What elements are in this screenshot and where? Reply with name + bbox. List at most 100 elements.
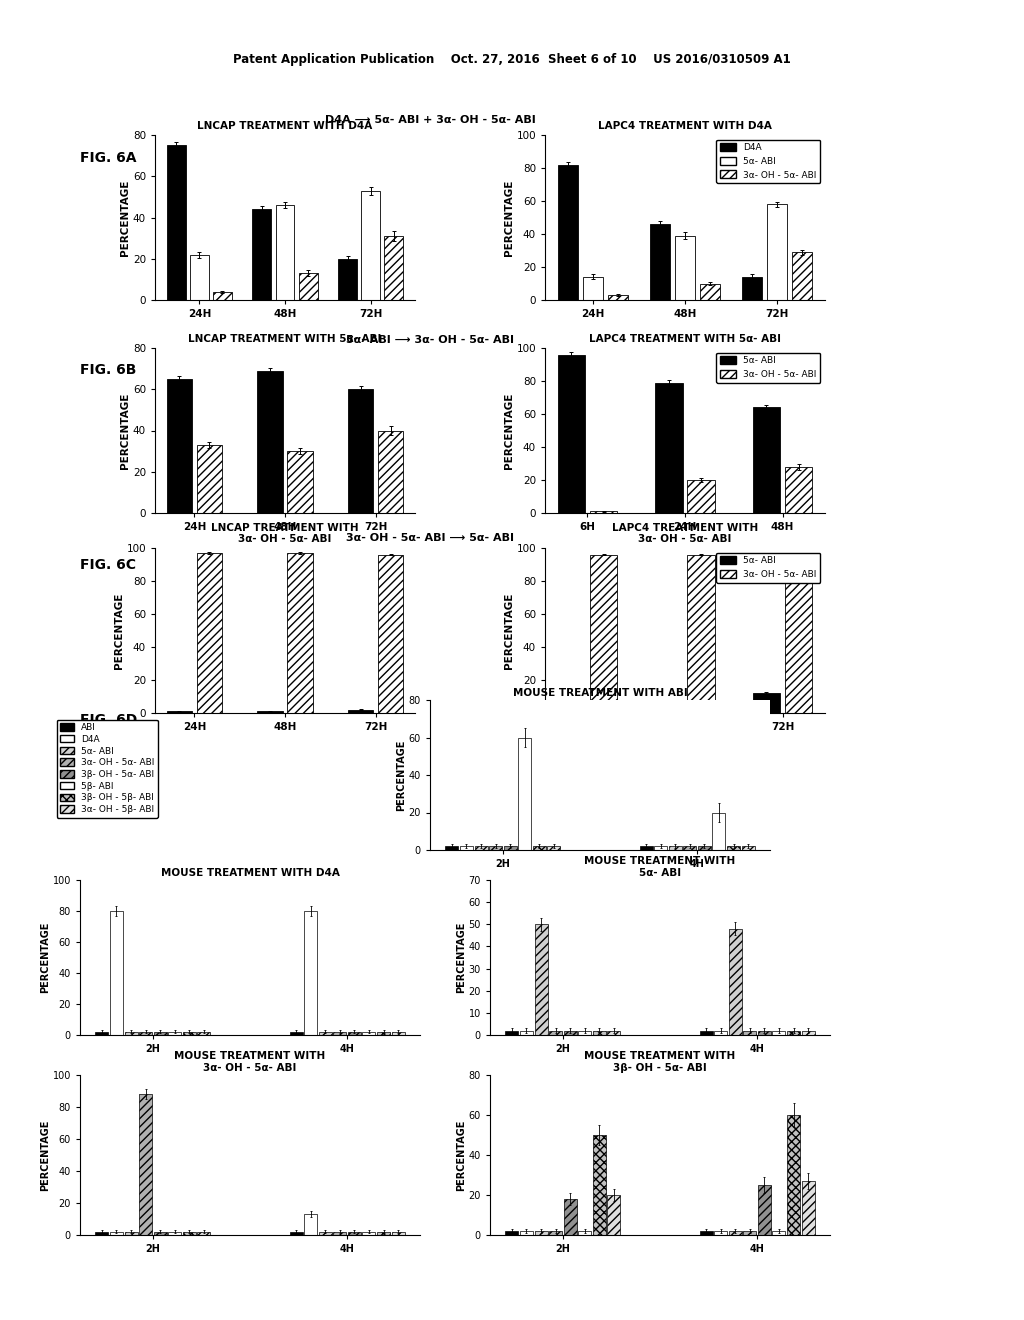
Bar [579,1031,591,1035]
Bar [95,1032,109,1035]
Y-axis label: PERCENTAGE: PERCENTAGE [120,180,130,256]
Bar [290,1232,303,1236]
Bar [729,929,741,1035]
Bar [506,1232,518,1236]
Title: MOUSE TREATMENT WITH
3β- OH - 5α- ABI: MOUSE TREATMENT WITH 3β- OH - 5α- ABI [585,1051,735,1073]
Bar [579,1232,591,1236]
Bar [154,1032,167,1035]
Text: D4A ⟶ 5α- ABI + 3α- OH - 5α- ABI: D4A ⟶ 5α- ABI + 3α- OH - 5α- ABI [325,115,536,125]
Bar [607,1195,621,1236]
Bar [334,1232,346,1236]
Bar [687,554,715,713]
Bar [168,1032,181,1035]
Bar [675,236,695,300]
Legend: 5α- ABI, 3α- OH - 5α- ABI: 5α- ABI, 3α- OH - 5α- ABI [717,352,820,383]
Bar [257,371,283,513]
Bar [548,846,560,850]
Bar [558,355,585,513]
Y-axis label: PERCENTAGE: PERCENTAGE [504,593,514,669]
Bar [683,846,696,850]
Bar [338,259,357,300]
Bar [167,379,193,513]
Bar [290,1032,303,1035]
Bar [197,553,222,713]
Bar [714,1232,727,1236]
Y-axis label: PERCENTAGE: PERCENTAGE [456,921,466,993]
Text: FIG. 6A: FIG. 6A [80,150,136,165]
Bar [687,480,715,513]
Y-axis label: PERCENTAGE: PERCENTAGE [120,392,130,469]
Bar [377,1032,390,1035]
Y-axis label: PERCENTAGE: PERCENTAGE [396,739,406,810]
Y-axis label: PERCENTAGE: PERCENTAGE [40,1119,50,1191]
Bar [532,846,546,850]
Bar [785,572,812,713]
Bar [391,1032,404,1035]
Bar [348,1032,360,1035]
Bar [650,224,671,300]
Title: LNCAP TREATMENT WITH
3α- OH - 5α- ABI: LNCAP TREATMENT WITH 3α- OH - 5α- ABI [211,523,358,544]
Y-axis label: PERCENTAGE: PERCENTAGE [504,180,514,256]
Bar [535,924,548,1035]
Bar [299,273,317,300]
Text: 5α- ABI ⟶ 3α- OH - 5α- ABI: 5α- ABI ⟶ 3α- OH - 5α- ABI [346,335,514,345]
Bar [549,1232,562,1236]
Bar [304,911,317,1035]
Bar [189,255,209,300]
Bar [275,205,295,300]
Bar [607,1031,621,1035]
Bar [593,1135,606,1236]
Bar [699,1232,713,1236]
Bar [125,1232,137,1236]
Bar [520,1031,532,1035]
Bar [669,846,682,850]
Title: LNCAP TREATMENT WITH 5α- ABI: LNCAP TREATMENT WITH 5α- ABI [188,334,382,345]
Bar [139,1032,153,1035]
Bar [729,1232,741,1236]
Text: FIG. 6B: FIG. 6B [80,363,136,378]
Bar [445,846,459,850]
Y-axis label: PERCENTAGE: PERCENTAGE [504,392,514,469]
Bar [362,1232,376,1236]
Bar [753,693,780,713]
Text: FIG. 6D: FIG. 6D [80,713,137,727]
Bar [213,292,231,300]
Bar [698,846,711,850]
Bar [607,296,628,300]
Y-axis label: PERCENTAGE: PERCENTAGE [456,1119,466,1191]
Bar [348,389,374,513]
Title: LAPC4 TREATMENT WITH D4A: LAPC4 TREATMENT WITH D4A [598,121,772,132]
Bar [758,1185,771,1236]
Legend: D4A, 5α- ABI, 3α- OH - 5α- ABI: D4A, 5α- ABI, 3α- OH - 5α- ABI [717,140,820,183]
Title: LAPC4 TREATMENT WITH
3α- OH - 5α- ABI: LAPC4 TREATMENT WITH 3α- OH - 5α- ABI [612,523,758,544]
Bar [564,1199,577,1236]
Bar [384,236,403,300]
Bar [655,383,683,513]
Bar [167,711,193,713]
Bar [489,846,502,850]
Bar [741,846,755,850]
Bar [288,451,312,513]
Bar [753,408,780,513]
Bar [742,277,763,300]
Bar [772,1031,785,1035]
Bar [640,846,652,850]
Bar [348,710,374,713]
Title: MOUSE TREATMENT WITH ABI: MOUSE TREATMENT WITH ABI [513,688,687,698]
Bar [593,1031,606,1035]
Bar [549,1031,562,1035]
Title: LNCAP TREATMENT WITH D4A: LNCAP TREATMENT WITH D4A [198,121,373,132]
Bar [474,846,487,850]
Bar [590,511,617,513]
Bar [504,846,517,850]
Text: 3α- OH - 5α- ABI ⟶ 5α- ABI: 3α- OH - 5α- ABI ⟶ 5α- ABI [346,533,514,543]
Bar [334,1032,346,1035]
Bar [183,1032,196,1035]
Bar [787,1115,800,1236]
Bar [318,1232,332,1236]
Bar [714,1031,727,1035]
Bar [655,711,683,713]
Bar [95,1232,109,1236]
Legend: 5α- ABI, 3α- OH - 5α- ABI: 5α- ABI, 3α- OH - 5α- ABI [717,553,820,582]
Bar [460,846,473,850]
